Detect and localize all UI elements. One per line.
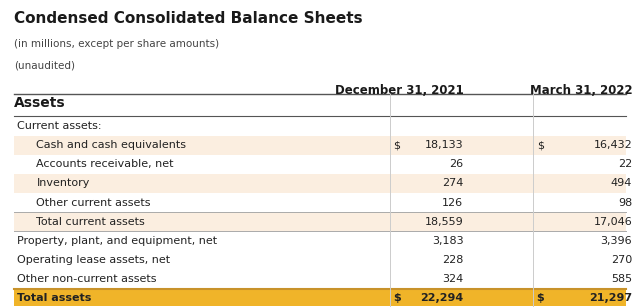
Text: Accounts receivable, net: Accounts receivable, net [36, 159, 174, 169]
FancyBboxPatch shape [14, 136, 626, 155]
Text: (in millions, except per share amounts): (in millions, except per share amounts) [14, 39, 220, 49]
Text: 18,133: 18,133 [425, 140, 463, 150]
FancyBboxPatch shape [14, 174, 626, 193]
Text: Other current assets: Other current assets [36, 198, 151, 208]
Text: 22: 22 [618, 159, 632, 169]
Text: 16,432: 16,432 [593, 140, 632, 150]
FancyBboxPatch shape [14, 289, 626, 307]
Text: 21,297: 21,297 [589, 293, 632, 303]
Text: 18,559: 18,559 [424, 217, 463, 227]
Text: Assets: Assets [14, 96, 66, 110]
Text: 324: 324 [442, 274, 463, 284]
Text: 585: 585 [611, 274, 632, 284]
Text: 494: 494 [611, 178, 632, 188]
Text: Other non-current assets: Other non-current assets [17, 274, 157, 284]
Text: Cash and cash equivalents: Cash and cash equivalents [36, 140, 186, 150]
Text: Inventory: Inventory [36, 178, 90, 188]
Text: 126: 126 [442, 198, 463, 208]
Text: Total current assets: Total current assets [36, 217, 145, 227]
Text: 228: 228 [442, 255, 463, 265]
Text: $: $ [537, 293, 545, 303]
Text: (unaudited): (unaudited) [14, 61, 75, 71]
Text: 17,046: 17,046 [593, 217, 632, 227]
Text: Property, plant, and equipment, net: Property, plant, and equipment, net [17, 236, 218, 246]
Text: 98: 98 [618, 198, 632, 208]
Text: March 31, 2022: March 31, 2022 [530, 84, 632, 97]
Text: Condensed Consolidated Balance Sheets: Condensed Consolidated Balance Sheets [14, 10, 363, 25]
Text: 26: 26 [449, 159, 463, 169]
Text: 3,396: 3,396 [600, 236, 632, 246]
Text: $: $ [537, 140, 543, 150]
Text: December 31, 2021: December 31, 2021 [335, 84, 463, 97]
Text: $: $ [394, 140, 400, 150]
Text: 22,294: 22,294 [420, 293, 463, 303]
Text: 3,183: 3,183 [432, 236, 463, 246]
Text: $: $ [394, 293, 401, 303]
FancyBboxPatch shape [14, 212, 626, 231]
Text: 274: 274 [442, 178, 463, 188]
Text: Operating lease assets, net: Operating lease assets, net [17, 255, 170, 265]
Text: Current assets:: Current assets: [17, 121, 102, 131]
Text: 270: 270 [611, 255, 632, 265]
Text: Total assets: Total assets [17, 293, 92, 303]
